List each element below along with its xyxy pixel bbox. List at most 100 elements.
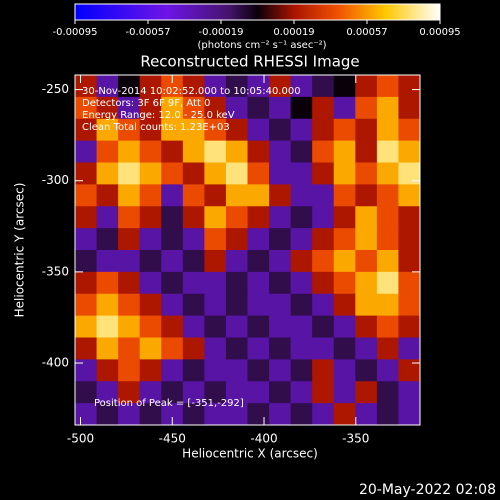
heatmap-cell (161, 140, 184, 163)
heatmap-cell (139, 162, 162, 185)
heatmap-cell (376, 118, 399, 142)
plot-frame (74, 74, 421, 426)
heatmap-cell (376, 184, 399, 207)
heatmap-cell (269, 206, 292, 229)
heatmap-cell (355, 75, 378, 98)
colorbar-tick-label: 0.00057 (346, 27, 387, 38)
heatmap-cell (75, 359, 98, 382)
heatmap-cell (225, 381, 248, 404)
heatmap-cell (161, 359, 184, 382)
heatmap-cell (225, 228, 248, 251)
heatmap-cell (333, 162, 356, 185)
heatmap-cell (204, 96, 227, 120)
heatmap-cell (269, 381, 292, 404)
heatmap-cell (118, 75, 141, 98)
heatmap-cell (204, 271, 227, 295)
heatmap-cell (139, 96, 162, 120)
heatmap-cell (96, 140, 119, 163)
heatmap-cell (204, 184, 227, 207)
heatmap-cell (269, 315, 292, 338)
heatmap-cell (355, 250, 378, 273)
heatmap-cell (290, 293, 313, 317)
heatmap-cell (333, 206, 356, 229)
colorbar-tick-label: 0.00095 (419, 27, 460, 38)
heatmap-cell (247, 228, 270, 251)
heatmap-cell (376, 271, 399, 295)
heatmap-cell (333, 96, 356, 120)
annotation: 30-Nov-2014 10:02:52.000 to 10:05:40.000 (82, 86, 301, 97)
heatmap-cell (398, 271, 421, 295)
heatmap-cell (333, 184, 356, 207)
colorbar-tick-label: -0.00019 (199, 27, 244, 38)
heatmap-cell (182, 271, 205, 295)
heatmap-cell (312, 228, 335, 251)
heatmap-cell (312, 315, 335, 338)
heatmap-cell (75, 293, 98, 317)
heatmap-cell (182, 228, 205, 251)
heatmap-cell (96, 206, 119, 229)
heatmap-cell (75, 271, 98, 295)
heatmap-cell (75, 381, 98, 404)
heatmap-cell (333, 359, 356, 382)
heatmap-cell (161, 162, 184, 185)
heatmap-cell (376, 337, 399, 360)
heatmap-cell (355, 271, 378, 295)
heatmap-cell (204, 337, 227, 360)
heatmap-cell (182, 206, 205, 229)
heatmap-cell (247, 293, 270, 317)
heatmap-cell (182, 184, 205, 207)
heatmap-cell (182, 140, 205, 163)
heatmap-cell (333, 381, 356, 404)
heatmap-cell (118, 381, 141, 404)
x-axis-label: Heliocentric X (arcsec) (182, 447, 318, 461)
heatmap-cell (139, 381, 162, 404)
heatmap-cell (139, 271, 162, 295)
heatmap-cell (225, 271, 248, 295)
heatmap-cell (225, 337, 248, 360)
heatmap-cell (247, 96, 270, 120)
heatmap-cell (290, 184, 313, 207)
heatmap-cell (355, 206, 378, 229)
heatmap-cell (96, 271, 119, 295)
heatmap-cell (139, 315, 162, 338)
heatmap-cell (225, 250, 248, 273)
heatmap-cell (398, 140, 421, 163)
heatmap-cell (75, 337, 98, 360)
heatmap-cell (204, 250, 227, 273)
heatmap-cell (161, 403, 184, 426)
heatmap-cell (333, 250, 356, 273)
heatmap-cell (312, 140, 335, 163)
heatmap-cell (355, 118, 378, 142)
peak-label: Position of Peak = [-351,-292] (94, 398, 244, 409)
heatmap-cell (247, 184, 270, 207)
heatmap-cell (225, 140, 248, 163)
heatmap-cell (312, 206, 335, 229)
heatmap-cell (269, 250, 292, 273)
heatmap-cell (225, 206, 248, 229)
heatmap-cell (96, 118, 119, 142)
heatmap-cell (225, 403, 248, 426)
heatmap-cell (75, 206, 98, 229)
heatmap-cell (182, 403, 205, 426)
heatmap-cell (204, 293, 227, 317)
heatmap-cell (312, 162, 335, 185)
heatmap-cell (225, 184, 248, 207)
y-tick-label: -250 (42, 82, 69, 96)
heatmap-cell (355, 315, 378, 338)
heatmap-cell (96, 184, 119, 207)
heatmap-cell (398, 75, 421, 98)
heatmap-cell (118, 293, 141, 317)
heatmap-cell (355, 403, 378, 426)
heatmap-cell (139, 293, 162, 317)
heatmap-cell (96, 250, 119, 273)
heatmap-cell (290, 271, 313, 295)
heatmap-cell (182, 250, 205, 273)
heatmap-cell (376, 75, 399, 98)
heatmap-cell (269, 228, 292, 251)
heatmap-cell (118, 359, 141, 382)
heatmap-cell (269, 140, 292, 163)
heatmap-cell (118, 271, 141, 295)
heatmap-cell (398, 403, 421, 426)
heatmap-cell (312, 75, 335, 98)
